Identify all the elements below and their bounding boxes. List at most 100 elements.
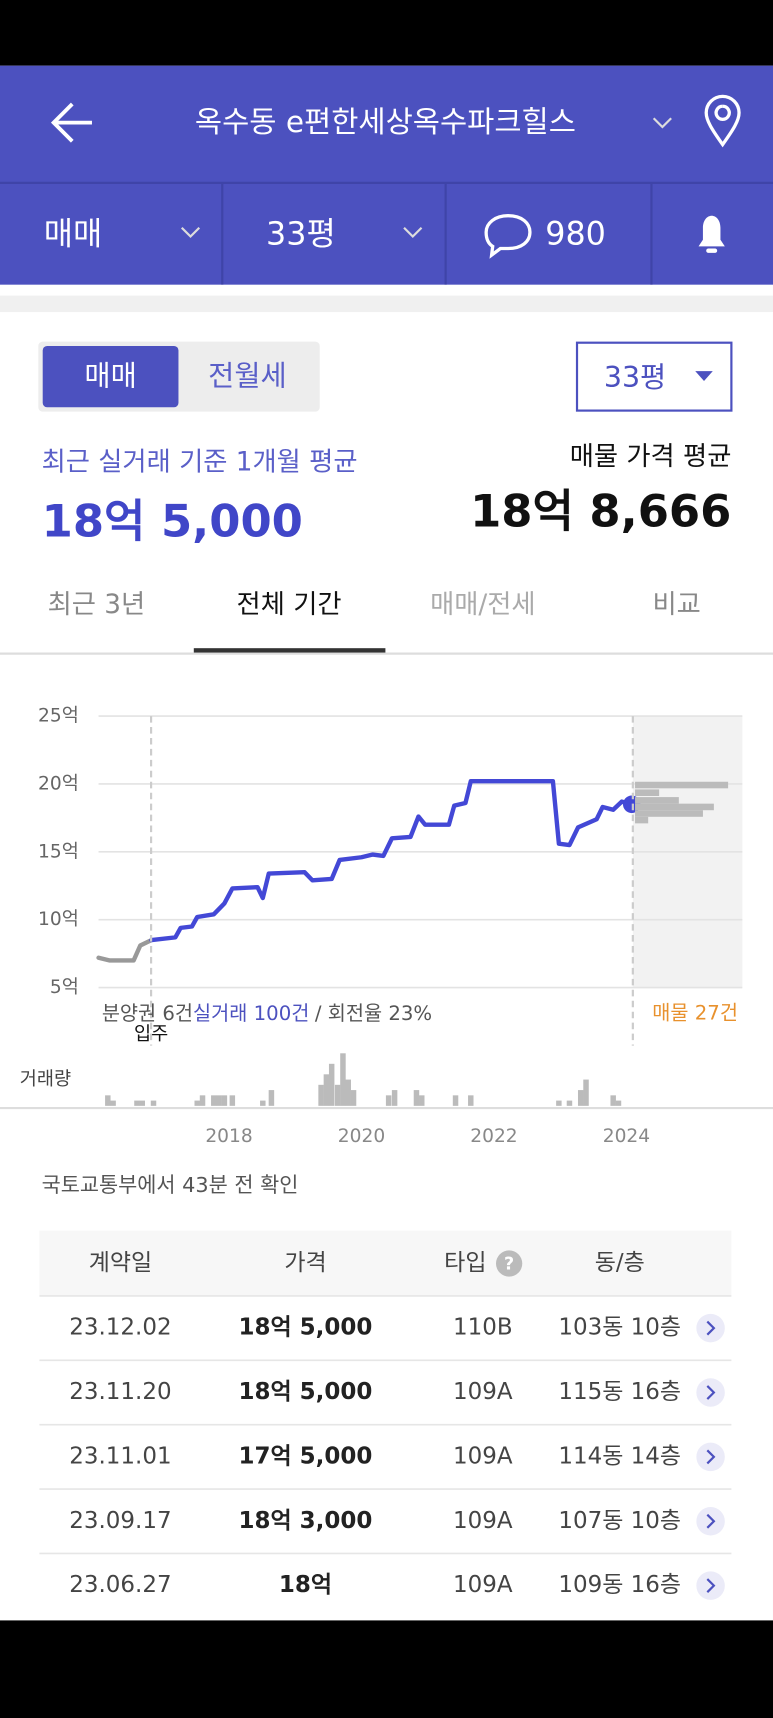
table-cell: 23.11.01: [69, 1443, 171, 1469]
volume-bar: [134, 1100, 140, 1106]
table-cell: 109A: [453, 1443, 513, 1469]
table-cell: 23.11.20: [69, 1379, 171, 1405]
volume-bar: [468, 1095, 474, 1106]
deal-count: 실거래 100건: [193, 1001, 309, 1024]
table-cell: 109동 16층: [558, 1572, 681, 1598]
x-tick-label: 2018: [205, 1126, 252, 1147]
y-tick-label: 25억: [38, 706, 79, 727]
table-cell: 109A: [453, 1572, 513, 1598]
volume-bar: [556, 1100, 562, 1106]
volume-bar: [583, 1079, 589, 1106]
toggle-option[interactable]: 전월세: [208, 360, 287, 393]
price-line: [149, 779, 634, 943]
table-header: 동/층: [595, 1250, 645, 1276]
price-line: [96, 937, 154, 963]
row-chevron: [706, 1385, 716, 1400]
turnover: / 회전율 23%: [315, 1001, 432, 1024]
row-detail-button[interactable]: [696, 1442, 725, 1472]
volume-bar: [334, 1084, 341, 1106]
row-detail-button[interactable]: [696, 1313, 725, 1343]
y-tick-label: 10억: [38, 909, 79, 930]
row-chevron: [706, 1449, 716, 1465]
section-gap: [0, 295, 773, 313]
tab[interactable]: 비교: [652, 590, 700, 620]
header-title: 옥수동 e편한세상옥수파크힐스: [195, 105, 576, 139]
help-icon[interactable]: [495, 1250, 523, 1277]
table-header: 가격: [284, 1250, 326, 1276]
table-cell: 107동 10층: [558, 1508, 681, 1534]
recent-label: 최근 실거래 기준 1개월 평균: [42, 448, 358, 478]
x-tick-label: 2020: [338, 1126, 385, 1147]
volume-bar: [328, 1063, 335, 1106]
header-bg: [0, 65, 773, 285]
comment-count[interactable]: 980: [545, 216, 606, 252]
volume-bar: [194, 1100, 200, 1106]
volume-bar: [452, 1095, 459, 1106]
x-tick-label: 2024: [603, 1126, 650, 1147]
back-button[interactable]: [50, 102, 92, 143]
volume-bar: [211, 1095, 217, 1106]
volume-bar: [419, 1095, 425, 1106]
tab[interactable]: 매매/전세: [430, 590, 536, 620]
size-filter[interactable]: 33평: [266, 216, 336, 252]
volume-bar: [268, 1090, 275, 1106]
table-cell: 18억: [279, 1572, 332, 1598]
y-tick-label: 20억: [38, 773, 79, 794]
table-cell: 110B: [453, 1315, 513, 1341]
nav-bar: [0, 1620, 773, 1717]
row-chevron: [706, 1513, 716, 1529]
listing-count: 매물 27건: [652, 1001, 738, 1024]
volume-bar: [566, 1100, 573, 1106]
row-detail-button[interactable]: [696, 1378, 725, 1407]
tab-active[interactable]: 전체 기간: [237, 590, 342, 620]
table-cell: 23.12.02: [69, 1315, 171, 1341]
volume-bar: [323, 1074, 330, 1106]
table-cell: 103동 10층: [558, 1315, 681, 1341]
table-cell: 114동 14층: [558, 1443, 681, 1469]
volume-bar: [413, 1090, 420, 1106]
listing-price: 18억 8,666: [470, 485, 731, 538]
volume-bar: [577, 1090, 584, 1106]
tab-underline: [193, 648, 386, 653]
volume-bar: [615, 1100, 622, 1106]
volume-bar: [340, 1053, 346, 1106]
listing-label: 매물 가격 평균: [570, 442, 732, 472]
volume-bar: [318, 1084, 324, 1106]
volume-bar: [110, 1100, 116, 1106]
chevron: [403, 226, 423, 239]
volume-bar: [229, 1095, 236, 1106]
move-in-label: 입주: [134, 1024, 168, 1045]
row-detail-button[interactable]: [696, 1507, 725, 1536]
bell-icon[interactable]: [698, 215, 725, 247]
volume-bar: [391, 1090, 398, 1106]
volume-bar: [105, 1095, 111, 1106]
volume-bar: [150, 1100, 157, 1106]
table-header: 타입: [444, 1250, 486, 1276]
toggle-active[interactable]: [42, 345, 179, 408]
size-select-label: 33평: [604, 361, 666, 394]
title-dropdown[interactable]: [652, 117, 672, 129]
volume-label: 거래량: [20, 1069, 71, 1090]
y-tick-label: 15억: [38, 841, 79, 862]
y-tick-label: 5억: [50, 977, 79, 998]
table-cell: 23.06.27: [69, 1572, 171, 1598]
trade-filter[interactable]: 매매: [44, 216, 102, 252]
location-icon[interactable]: [704, 94, 741, 148]
row-chevron: [706, 1578, 716, 1593]
toggle-option[interactable]: 매매: [84, 360, 136, 393]
volume-bar: [260, 1100, 266, 1106]
tab[interactable]: 최근 3년: [48, 590, 146, 620]
chevron: [180, 226, 201, 239]
table-cell: 18억 5,000: [239, 1315, 373, 1341]
presale-count: 분양권 6건: [102, 1001, 193, 1024]
volume-bar: [385, 1095, 392, 1106]
table-header-bg: [39, 1230, 732, 1296]
select-arrow: [695, 371, 713, 382]
table-cell: 115동 16층: [558, 1379, 681, 1405]
row-detail-button[interactable]: [696, 1571, 725, 1600]
comment-icon[interactable]: [484, 214, 532, 259]
volume-bar: [199, 1095, 206, 1106]
row-chevron: [706, 1320, 716, 1336]
price-chart: 5억 10억 15억 20억 25억 2018 2020 2022 2024: [38, 706, 743, 1147]
